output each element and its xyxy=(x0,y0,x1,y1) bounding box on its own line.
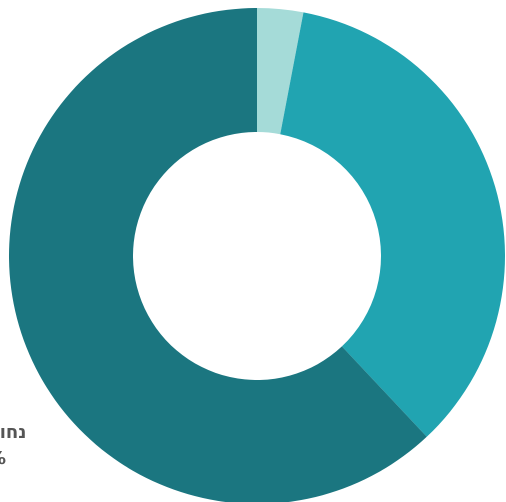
slice-label-text: נחוצ xyxy=(0,422,27,443)
donut-slice-3 xyxy=(9,8,427,502)
donut-slice-1 xyxy=(257,8,304,135)
donut-slice-2 xyxy=(280,12,505,437)
slice-label-value: % xyxy=(0,446,64,472)
slice-label: נחוצ % xyxy=(0,420,64,472)
